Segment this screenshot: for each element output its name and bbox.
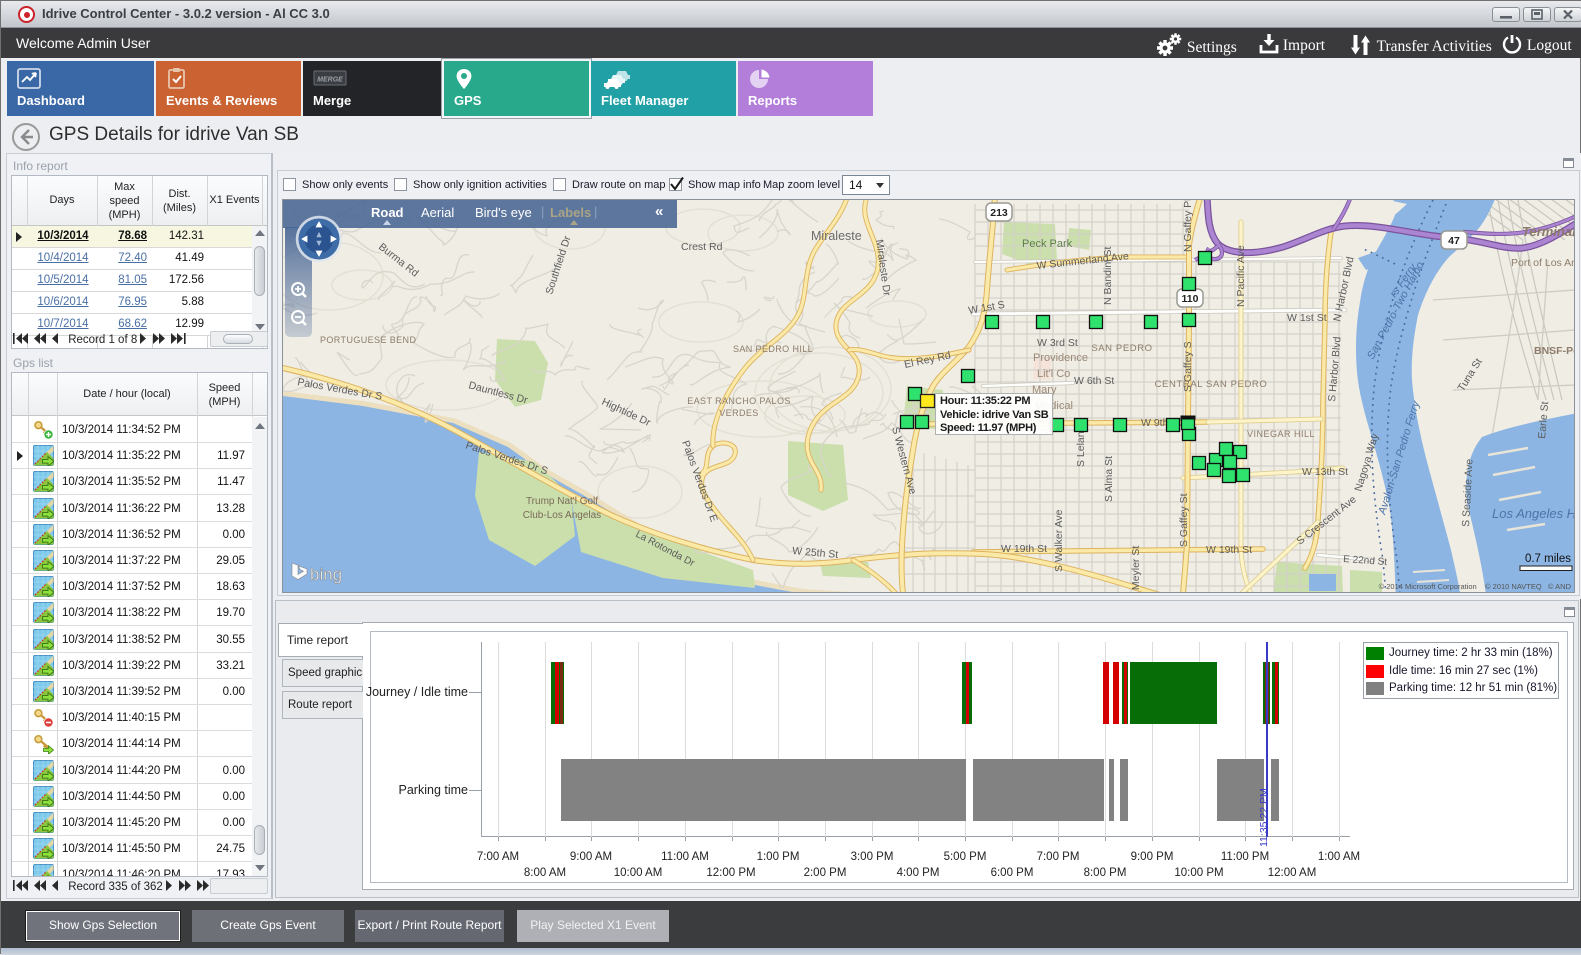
svg-text:W 3rd St: W 3rd St (1037, 337, 1078, 349)
svg-text:213: 213 (990, 207, 1008, 219)
svg-text:Earle St: Earle St (1536, 401, 1551, 439)
svg-text:W 25th St: W 25th St (792, 545, 839, 561)
svg-text:SAN PEDRO: SAN PEDRO (1091, 343, 1152, 354)
svg-text:Miraleste: Miraleste (811, 229, 862, 243)
svg-text:Crest Rd: Crest Rd (681, 241, 723, 253)
svg-text:Lit'l Co: Lit'l Co (1037, 368, 1070, 380)
svg-text:W 6th St: W 6th St (1074, 375, 1114, 387)
svg-text:PORTUGUESE BEND: PORTUGUESE BEND (320, 335, 416, 345)
svg-text:47: 47 (1448, 235, 1460, 247)
svg-text:0.7 miles: 0.7 miles (1525, 553, 1571, 565)
svg-text:Club-Los Angelas: Club-Los Angelas (523, 510, 601, 521)
svg-text:VERDES: VERDES (719, 408, 758, 418)
svg-text:W 19th St: W 19th St (1206, 544, 1252, 556)
svg-text:S Leland: S Leland (1075, 425, 1087, 467)
svg-text:S Harbor Blvd: S Harbor Blvd (1326, 336, 1344, 402)
svg-text:Los Angeles Harb: Los Angeles Harb (1492, 506, 1575, 521)
svg-text:BNSF-Port: BNSF-Port (1534, 345, 1575, 357)
svg-text:N Gaffey Pl: N Gaffey Pl (1182, 200, 1194, 252)
svg-text:Port of Los Angel: Port of Los Angel (1511, 257, 1575, 269)
svg-text:S Meyler St: S Meyler St (1130, 546, 1142, 593)
svg-text:W 13th St: W 13th St (1302, 466, 1348, 478)
svg-text:MERGE: MERGE (317, 77, 343, 84)
svg-text:E 22nd St: E 22nd St (1343, 554, 1388, 568)
svg-text:SAN PEDRO HILL: SAN PEDRO HILL (733, 344, 813, 354)
svg-text:N Bandini St: N Bandini St (1102, 247, 1114, 305)
svg-text:VINEGAR HILL: VINEGAR HILL (1247, 429, 1315, 439)
svg-text:© 2014 Microsoft Corporation: © 2014 Microsoft Corporation © 2010 NAVT… (1379, 582, 1572, 591)
svg-text:Trump Nat'l Golf: Trump Nat'l Golf (526, 496, 598, 507)
svg-text:N Pacific Ave: N Pacific Ave (1235, 245, 1247, 307)
svg-text:S Alma St: S Alma St (1103, 456, 1115, 502)
svg-text:S Walker Ave: S Walker Ave (1053, 509, 1065, 572)
svg-text:CENTRAL SAN PEDRO: CENTRAL SAN PEDRO (1155, 379, 1268, 390)
svg-text:110: 110 (1182, 293, 1199, 305)
svg-text:W 19th St: W 19th St (1001, 543, 1047, 555)
svg-text:bing: bing (310, 565, 342, 584)
svg-text:S Seaside Ave: S Seaside Ave (1460, 458, 1476, 527)
svg-text:Terminal Is: Terminal Is (1522, 224, 1575, 239)
svg-text:S Gaffey St: S Gaffey St (1178, 493, 1190, 547)
svg-text:W 1st St: W 1st St (1287, 312, 1327, 324)
svg-text:EAST RANCHO PALOS: EAST RANCHO PALOS (687, 396, 791, 406)
svg-text:S Gaffey S: S Gaffey S (1182, 341, 1194, 392)
svg-text:bing: bing (310, 565, 342, 584)
svg-text:Peck Park: Peck Park (1022, 238, 1073, 250)
svg-text:Providence: Providence (1033, 352, 1088, 364)
